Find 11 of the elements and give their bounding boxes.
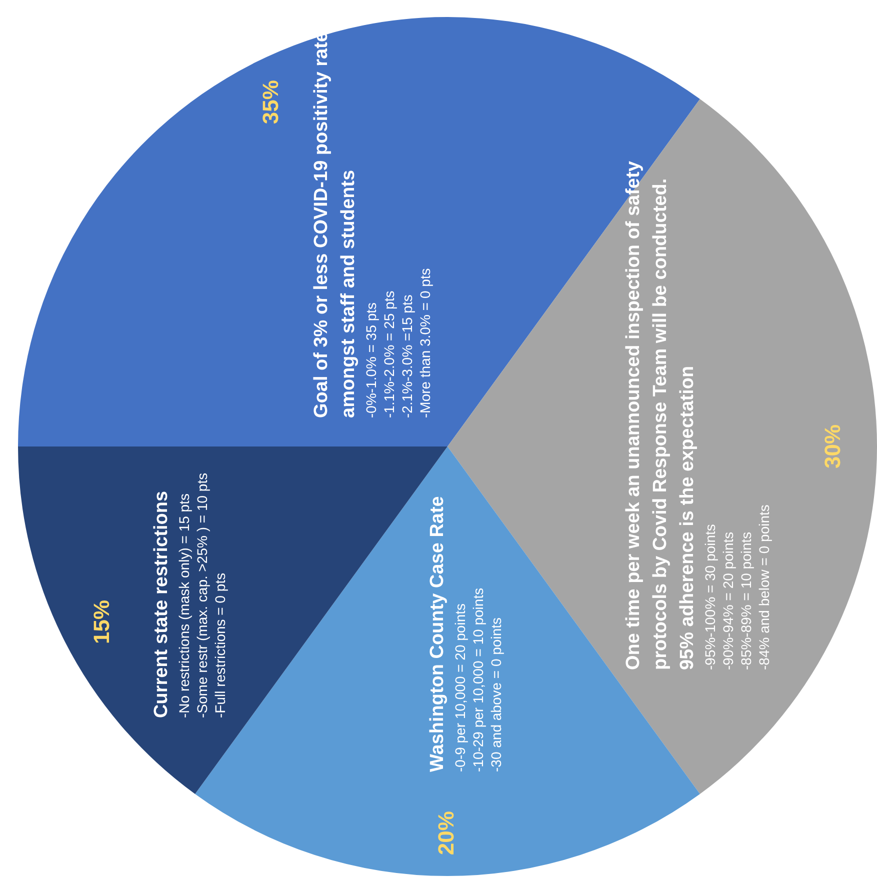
text: -No restrictions (mask only) = 15 pts -Some restr (max. cap. >25% ) = 10 pts -Full restrictions = 0 pts [175, 472, 229, 718]
slice-label: One time per week an unannounced inspection of safety protocols by Covid Response Team will be conducted. 95% adherence is the expectation [622, 160, 699, 670]
slice-label: Washington County Case Rate [426, 495, 449, 772]
slice-label: Current state restrictions [150, 490, 173, 718]
text: -95%-100% = 30 points -90%-94% = 20 points -85%-89% = 10 points -84% and below = 0 points [701, 504, 773, 670]
data-label: 15% [89, 600, 114, 644]
data-label: 20% [434, 811, 459, 856]
text: -0%-1.0% = 35 pts -1.1%-2.0% = 25 pts -2.1%-3.0% =15 pts -More than 3.0% = 0 pts [362, 267, 434, 418]
data-label: 35% [258, 80, 284, 124]
data-label: 30% [820, 424, 846, 469]
text: -0-9 per 10,000 = 20 points -10-29 per 10,000 = 10 points -30 and above = 0 points [451, 586, 505, 772]
